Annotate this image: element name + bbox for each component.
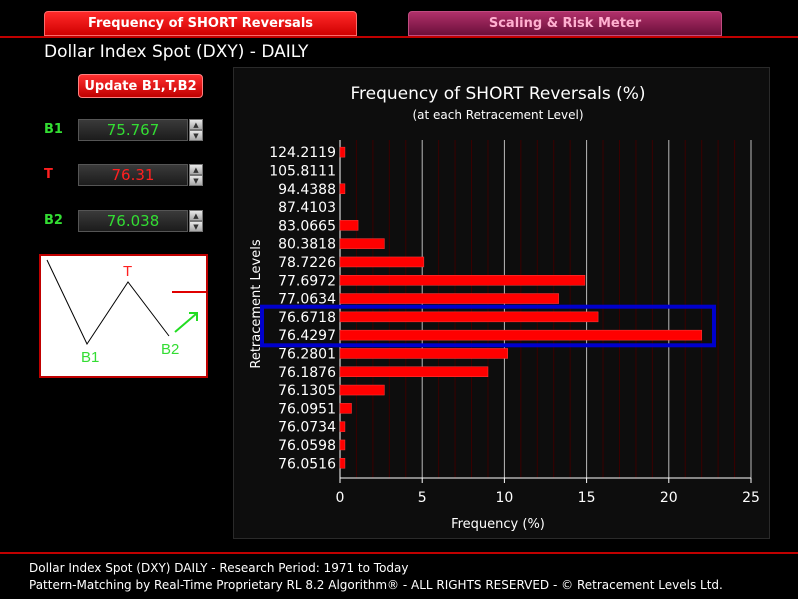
spin-down-icon[interactable]: ▼ xyxy=(189,130,203,141)
category-label: 76.2801 xyxy=(278,346,336,362)
y-axis-label: Retracement Levels xyxy=(249,239,264,368)
bar-76.1305 xyxy=(339,384,385,396)
category-label: 124.2119 xyxy=(269,145,336,161)
bar-76.0734 xyxy=(339,421,346,432)
t-stepper[interactable]: ▲ ▼ xyxy=(189,164,203,186)
bar-76.6718 xyxy=(339,311,599,323)
spin-up-icon[interactable]: ▲ xyxy=(189,164,203,175)
pattern-svg: B1 T B2 xyxy=(46,259,206,366)
spin-down-icon[interactable]: ▼ xyxy=(189,221,203,232)
category-label: 76.0951 xyxy=(278,401,336,417)
bar-76.0516 xyxy=(339,458,346,469)
category-label: 94.4388 xyxy=(278,182,336,198)
footer-line-2: Pattern-Matching by Real-Time Proprietar… xyxy=(29,578,723,592)
category-label: 76.0516 xyxy=(278,456,336,472)
bar-80.3818 xyxy=(339,238,385,249)
bar-76.2801 xyxy=(339,348,508,359)
tab-frequency-short-reversals[interactable]: Frequency of SHORT Reversals xyxy=(44,11,357,36)
x-tick-label: 0 xyxy=(336,490,345,506)
tab-scaling-risk-meter[interactable]: Scaling & Risk Meter xyxy=(408,11,722,36)
bar-77.0634 xyxy=(339,293,559,304)
x-tick-label: 5 xyxy=(418,490,427,506)
category-label: 78.7226 xyxy=(278,255,336,271)
bar-94.4388 xyxy=(339,183,346,194)
pattern-b2-label: B2 xyxy=(161,341,179,358)
chart-title: Frequency of SHORT Reversals (%) xyxy=(350,84,645,104)
bar-76.4297 xyxy=(339,329,702,341)
divider xyxy=(0,36,798,38)
bar-78.7226 xyxy=(339,256,425,268)
pattern-b1-label: B1 xyxy=(81,349,99,366)
x-tick-label: 10 xyxy=(495,490,513,506)
x-tick-label: 20 xyxy=(660,490,678,506)
bar-124.2119 xyxy=(339,146,346,158)
b1-stepper[interactable]: ▲ ▼ xyxy=(189,119,203,141)
category-label: 83.0665 xyxy=(278,218,336,234)
category-label: 76.6718 xyxy=(278,310,336,326)
bar-76.1876 xyxy=(339,366,489,377)
frequency-chart: Frequency of SHORT Reversals (%) (at eac… xyxy=(249,84,760,532)
category-label: 76.0598 xyxy=(278,438,336,454)
category-label: 77.0634 xyxy=(278,292,336,308)
x-tick-label: 15 xyxy=(578,490,596,506)
bar-83.0665 xyxy=(339,220,359,231)
category-label: 76.0734 xyxy=(278,420,336,436)
b1-label: B1 xyxy=(44,122,63,137)
highlight-box xyxy=(260,304,716,348)
update-button[interactable]: Update B1,T,B2 xyxy=(78,74,203,98)
b1-input[interactable] xyxy=(78,119,188,141)
category-label: 77.6972 xyxy=(278,273,336,289)
x-tick-label: 25 xyxy=(742,490,760,506)
chart-panel: Frequency of SHORT Reversals (%) (at eac… xyxy=(233,67,770,539)
pattern-diagram: B1 T B2 xyxy=(39,254,208,378)
tab-label: Frequency of SHORT Reversals xyxy=(87,16,314,31)
spin-up-icon[interactable]: ▲ xyxy=(189,210,203,221)
page-title: Dollar Index Spot (DXY) - DAILY xyxy=(44,42,309,62)
category-label: 105.8111 xyxy=(269,163,336,179)
b2-input[interactable] xyxy=(78,210,188,232)
bar-76.0951 xyxy=(339,403,352,414)
spin-down-icon[interactable]: ▼ xyxy=(189,175,203,186)
bar-76.0598 xyxy=(339,439,346,451)
divider xyxy=(0,552,798,554)
chart-subtitle: (at each Retracement Level) xyxy=(412,108,583,122)
category-label: 76.4297 xyxy=(278,328,336,344)
pattern-t-label: T xyxy=(123,263,132,280)
t-input[interactable] xyxy=(78,164,188,186)
category-label: 76.1305 xyxy=(278,383,336,399)
pattern-line xyxy=(46,259,170,346)
spin-up-icon[interactable]: ▲ xyxy=(189,119,203,130)
bar-77.6972 xyxy=(339,275,586,286)
b2-label: B2 xyxy=(44,213,63,228)
tab-label: Scaling & Risk Meter xyxy=(488,16,642,31)
category-label: 80.3818 xyxy=(278,237,336,253)
x-axis-label: Frequency (%) xyxy=(451,517,545,532)
category-label: 87.4103 xyxy=(278,200,336,216)
arrow-head xyxy=(189,312,198,321)
t-label: T xyxy=(44,167,53,182)
footer-line-1: Dollar Index Spot (DXY) DAILY - Research… xyxy=(29,561,409,575)
b2-stepper[interactable]: ▲ ▼ xyxy=(189,210,203,232)
category-label: 76.1876 xyxy=(278,365,336,381)
arrow-up-icon xyxy=(174,313,197,333)
